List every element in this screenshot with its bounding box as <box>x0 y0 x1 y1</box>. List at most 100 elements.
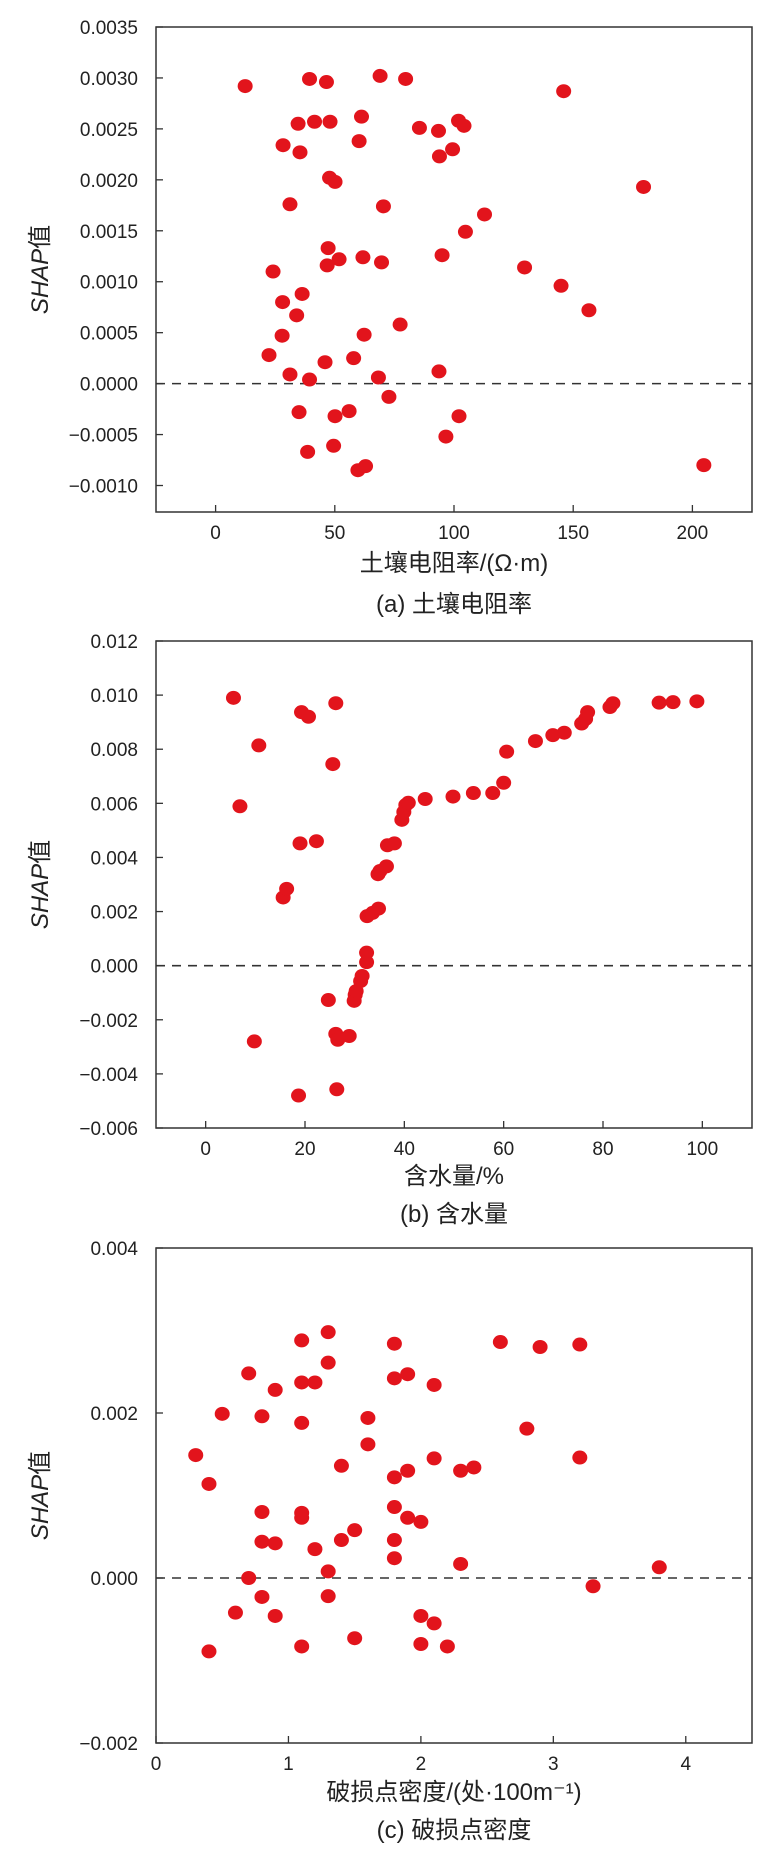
data-point <box>346 351 362 366</box>
data-point <box>290 116 306 131</box>
data-point <box>400 1510 416 1525</box>
data-point <box>572 1337 588 1352</box>
data-point <box>333 1533 349 1548</box>
data-point <box>400 1367 416 1382</box>
data-point <box>241 1366 257 1381</box>
data-point <box>359 955 375 970</box>
data-point <box>254 1589 270 1604</box>
data-point <box>300 444 316 459</box>
x-tick-label: 100 <box>438 523 470 544</box>
y-axis-label-suffix: 值 <box>27 840 54 864</box>
data-point <box>347 1631 363 1646</box>
data-point <box>689 694 705 709</box>
y-tick-label: 0.0015 <box>80 222 138 243</box>
data-point <box>438 429 454 444</box>
data-point <box>431 149 447 164</box>
data-point <box>386 1533 402 1548</box>
x-tick-label: 0 <box>200 1139 211 1160</box>
data-point <box>319 258 335 273</box>
data-point <box>485 786 501 801</box>
y-tick-label: 0.002 <box>90 903 138 924</box>
data-point <box>413 1608 429 1623</box>
data-point <box>572 1450 588 1465</box>
data-point <box>360 1437 376 1452</box>
data-point <box>517 260 533 275</box>
data-point <box>466 1460 482 1475</box>
data-point <box>381 389 397 404</box>
data-point <box>354 109 370 124</box>
y-axis-label: SHAP值 <box>27 225 54 314</box>
data-point <box>386 1551 402 1566</box>
data-point <box>320 993 336 1008</box>
data-point <box>241 1571 257 1585</box>
data-point <box>227 1605 243 1620</box>
data-point <box>307 114 323 129</box>
y-axis-label-shap: SHAP <box>27 1475 54 1540</box>
data-point <box>651 695 667 710</box>
data-point <box>386 1470 402 1485</box>
data-point <box>347 1523 363 1538</box>
y-axis-label-shap: SHAP <box>27 864 54 929</box>
data-point <box>320 1355 336 1370</box>
x-tick-label: 1 <box>283 1754 294 1775</box>
data-point <box>282 367 298 382</box>
data-point <box>426 1377 442 1392</box>
data-point <box>214 1406 230 1421</box>
data-point <box>292 836 308 851</box>
data-point <box>453 1463 469 1478</box>
data-point <box>308 834 324 849</box>
x-axis-label: 破损点密度/(处·100m⁻¹) <box>326 1779 581 1806</box>
data-point <box>279 881 295 896</box>
data-point <box>294 1415 310 1430</box>
data-point <box>386 1371 402 1386</box>
data-point <box>457 224 473 239</box>
data-point <box>581 303 597 318</box>
data-point <box>496 775 512 790</box>
data-point <box>400 795 416 810</box>
data-point <box>275 295 291 310</box>
plot-frame <box>155 640 753 1129</box>
data-point <box>254 1409 270 1424</box>
data-point <box>327 174 343 189</box>
data-point <box>267 1382 283 1397</box>
data-point <box>246 1034 262 1049</box>
data-point <box>341 1029 357 1044</box>
data-point <box>330 1032 346 1047</box>
data-point <box>426 1616 442 1631</box>
y-axis-label-suffix: 值 <box>27 225 54 249</box>
x-axis-label: 土壤电阻率/(Ω·m) <box>360 550 549 577</box>
data-point <box>237 79 253 94</box>
data-point <box>201 1476 217 1491</box>
data-point <box>302 71 318 86</box>
y-tick-label: 0.012 <box>90 632 138 653</box>
y-axis-label-suffix: 值 <box>27 1451 54 1475</box>
data-point <box>294 1375 310 1390</box>
scatter-panel-b: 0 20 40 60 80 100 −0.006 −0.004 −0.002 0.000 0.002… <box>27 632 753 1228</box>
y-tick-label: −0.006 <box>79 1119 138 1140</box>
y-tick-label: 0.0030 <box>80 69 138 90</box>
x-tick-label: 20 <box>294 1139 315 1160</box>
data-point <box>434 248 450 263</box>
data-point <box>289 308 305 323</box>
data-point <box>302 372 318 387</box>
x-tick-label: 50 <box>324 523 345 544</box>
data-point <box>417 792 433 807</box>
y-axis-label-shap: SHAP <box>27 249 54 314</box>
data-point <box>328 696 344 711</box>
data-point <box>275 138 291 153</box>
data-point <box>445 142 461 157</box>
data-point <box>532 1340 548 1354</box>
data-point <box>413 1637 429 1651</box>
data-point <box>456 118 472 133</box>
data-point <box>307 1542 323 1557</box>
data-point <box>318 75 334 90</box>
data-point <box>392 317 408 332</box>
data-point <box>320 241 336 256</box>
data-point <box>292 145 308 160</box>
data-point <box>326 438 342 453</box>
data-point <box>325 757 341 772</box>
data-point <box>372 68 388 83</box>
data-point <box>527 734 543 749</box>
x-tick-label: 200 <box>677 523 709 544</box>
data-point <box>585 1579 601 1594</box>
